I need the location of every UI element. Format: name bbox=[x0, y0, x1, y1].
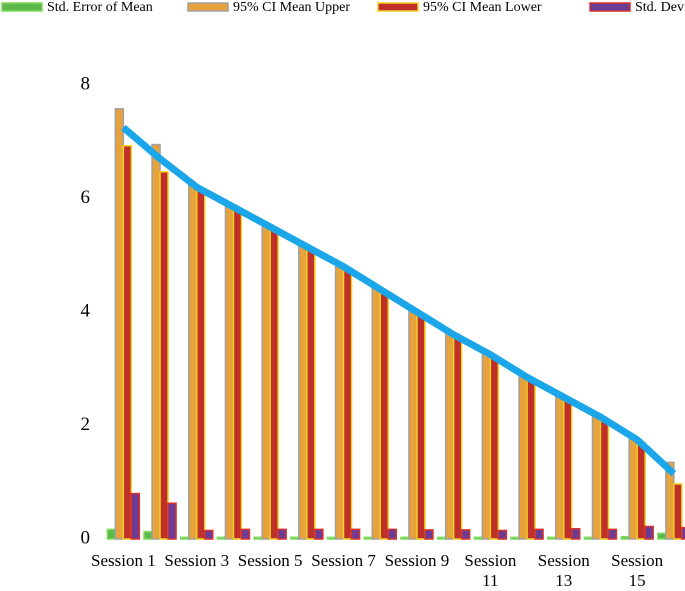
bar bbox=[371, 285, 381, 540]
bar bbox=[188, 183, 198, 540]
bar bbox=[424, 529, 434, 540]
bar bbox=[314, 528, 324, 540]
bar bbox=[416, 314, 426, 540]
bar bbox=[387, 528, 397, 540]
bar bbox=[253, 536, 263, 540]
bar bbox=[290, 536, 300, 540]
bar bbox=[342, 268, 353, 540]
bar bbox=[644, 525, 654, 540]
bar bbox=[518, 373, 528, 540]
legend-swatch bbox=[377, 2, 419, 12]
bar bbox=[334, 263, 345, 540]
bar bbox=[481, 350, 492, 540]
x-tick-label: Session 9 bbox=[384, 551, 450, 570]
x-tick-label: Session 7 bbox=[311, 551, 376, 570]
bar bbox=[306, 248, 316, 540]
bar bbox=[106, 528, 117, 540]
bar bbox=[232, 207, 243, 540]
legend-label: Std. Dev bbox=[635, 0, 684, 15]
bar bbox=[607, 528, 618, 540]
bar bbox=[473, 536, 484, 540]
bar bbox=[408, 308, 418, 540]
legend-label: Std. Error of Mean bbox=[47, 0, 153, 15]
bar bbox=[510, 536, 520, 540]
bar bbox=[591, 413, 602, 540]
bar bbox=[326, 536, 337, 540]
bar bbox=[673, 483, 683, 540]
bar bbox=[363, 536, 373, 540]
bar bbox=[143, 530, 153, 540]
x-tick-label: Session 15 bbox=[611, 551, 664, 590]
bar bbox=[240, 528, 251, 540]
bar bbox=[269, 228, 279, 540]
mean-line bbox=[121, 124, 677, 477]
x-tick-label: Session 3 bbox=[164, 551, 230, 570]
x-tick-label: Session 5 bbox=[237, 551, 303, 570]
bar bbox=[130, 492, 141, 540]
bar bbox=[599, 419, 610, 540]
bar bbox=[216, 536, 227, 540]
bar bbox=[444, 331, 455, 540]
bar bbox=[167, 502, 177, 540]
bar bbox=[180, 536, 190, 540]
bar bbox=[489, 356, 500, 540]
bar bbox=[657, 532, 667, 540]
bar bbox=[114, 108, 125, 540]
legend-label: 95% CI Mean Upper bbox=[233, 0, 350, 15]
bar bbox=[547, 536, 557, 540]
bar bbox=[555, 393, 565, 540]
bar bbox=[681, 526, 685, 540]
bar bbox=[400, 536, 410, 540]
bar bbox=[583, 536, 594, 540]
bar bbox=[526, 379, 536, 540]
y-tick-label: 0 bbox=[81, 527, 91, 548]
bar bbox=[460, 529, 471, 540]
y-tick-label: 6 bbox=[81, 187, 91, 208]
bar bbox=[261, 223, 271, 540]
bar bbox=[204, 529, 214, 540]
bar bbox=[196, 189, 206, 540]
bar bbox=[571, 528, 581, 540]
x-tick-label: Session 1 bbox=[90, 551, 156, 570]
legend-swatch bbox=[187, 2, 229, 12]
bar bbox=[534, 528, 544, 540]
y-tick-label: 2 bbox=[81, 414, 91, 435]
bar bbox=[277, 528, 287, 540]
bar bbox=[379, 291, 389, 540]
bar bbox=[298, 243, 308, 540]
y-tick-label: 8 bbox=[81, 73, 91, 94]
bar bbox=[636, 441, 646, 540]
legend-swatch bbox=[589, 2, 631, 12]
legend-label: 95% CI Mean Lower bbox=[423, 0, 542, 15]
bar bbox=[563, 399, 573, 540]
legend-swatch bbox=[1, 2, 43, 12]
x-tick-label: Session 11 bbox=[464, 551, 517, 590]
bar bbox=[224, 203, 235, 540]
bar bbox=[452, 336, 463, 540]
bar bbox=[628, 436, 638, 540]
y-tick-label: 4 bbox=[81, 300, 91, 321]
bar bbox=[350, 528, 361, 540]
bar bbox=[122, 144, 133, 540]
bar bbox=[497, 529, 508, 540]
bar bbox=[436, 536, 447, 540]
bar bbox=[151, 143, 161, 540]
bar bbox=[159, 171, 169, 540]
x-tick-label: Session 13 bbox=[537, 551, 590, 590]
bar bbox=[620, 535, 630, 540]
